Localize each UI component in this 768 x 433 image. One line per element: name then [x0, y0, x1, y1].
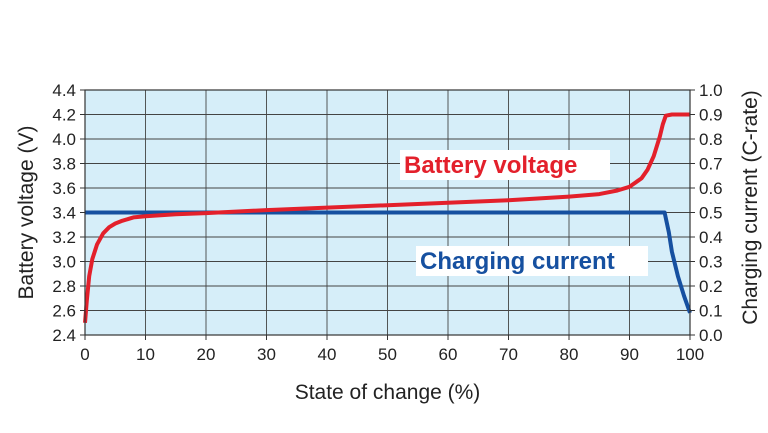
y-left-tick-label: 3.0 — [52, 253, 76, 272]
y-right-tick-label: 0.5 — [699, 204, 723, 223]
y-left-tick-label: 3.2 — [52, 228, 76, 247]
y-left-tick-label: 4.2 — [52, 106, 76, 125]
x-tick-label: 30 — [257, 345, 276, 364]
series-layer — [83, 112, 692, 323]
y-right-tick-label: 0.3 — [699, 253, 723, 272]
x-tick-label: 100 — [676, 345, 704, 364]
charging-current-label: Charging current — [420, 248, 615, 275]
series-labels: Battery voltage Charging current — [400, 150, 648, 276]
x-tick-label: 50 — [378, 345, 397, 364]
y-left-tick-label: 3.4 — [52, 204, 76, 223]
y-right-tick-label: 0.9 — [699, 106, 723, 125]
x-tick-label: 60 — [439, 345, 458, 364]
charging-current-line — [85, 210, 692, 314]
ticks-layer: 0 10 20 30 40 50 60 70 80 90 100 2.4 2.6 2.8 3.0 3.2 3.4… — [52, 81, 722, 364]
y-left-tick-label: 3.6 — [52, 179, 76, 198]
y-right-tick-label: 0.0 — [699, 326, 723, 345]
y-right-tick-label: 0.8 — [699, 130, 723, 149]
x-axis-title: State of change (%) — [295, 381, 481, 404]
y-right-tick-label: 0.1 — [699, 302, 723, 321]
x-tick-label: 20 — [197, 345, 216, 364]
x-tick-label: 70 — [499, 345, 518, 364]
y-axis-left-title: Battery voltage (V) — [15, 126, 38, 300]
y-left-tick-label: 3.8 — [52, 155, 76, 174]
y-left-tick-label: 4.4 — [52, 81, 76, 100]
y-right-tick-label: 0.7 — [699, 155, 723, 174]
x-tick-label: 0 — [80, 345, 89, 364]
y-left-tick-label: 2.8 — [52, 277, 76, 296]
y-right-tick-label: 1.0 — [699, 81, 723, 100]
x-tick-label: 40 — [318, 345, 337, 364]
y-right-tick-label: 0.2 — [699, 277, 723, 296]
charging-current-label-background — [416, 246, 648, 276]
battery-voltage-label-background — [400, 150, 610, 180]
x-tick-label: 80 — [560, 345, 579, 364]
y-right-tick-label: 0.4 — [699, 228, 723, 247]
battery-voltage-line — [83, 112, 690, 323]
y-axis-right-title: Charging current (C-rate) — [739, 90, 762, 325]
y-left-tick-label: 4.0 — [52, 130, 76, 149]
y-left-tick-label: 2.6 — [52, 302, 76, 321]
x-tick-label: 10 — [136, 345, 155, 364]
y-right-tick-label: 0.6 — [699, 179, 723, 198]
y-left-tick-label: 2.4 — [52, 326, 76, 345]
x-tick-label: 90 — [620, 345, 639, 364]
battery-voltage-label: Battery voltage — [404, 152, 577, 179]
